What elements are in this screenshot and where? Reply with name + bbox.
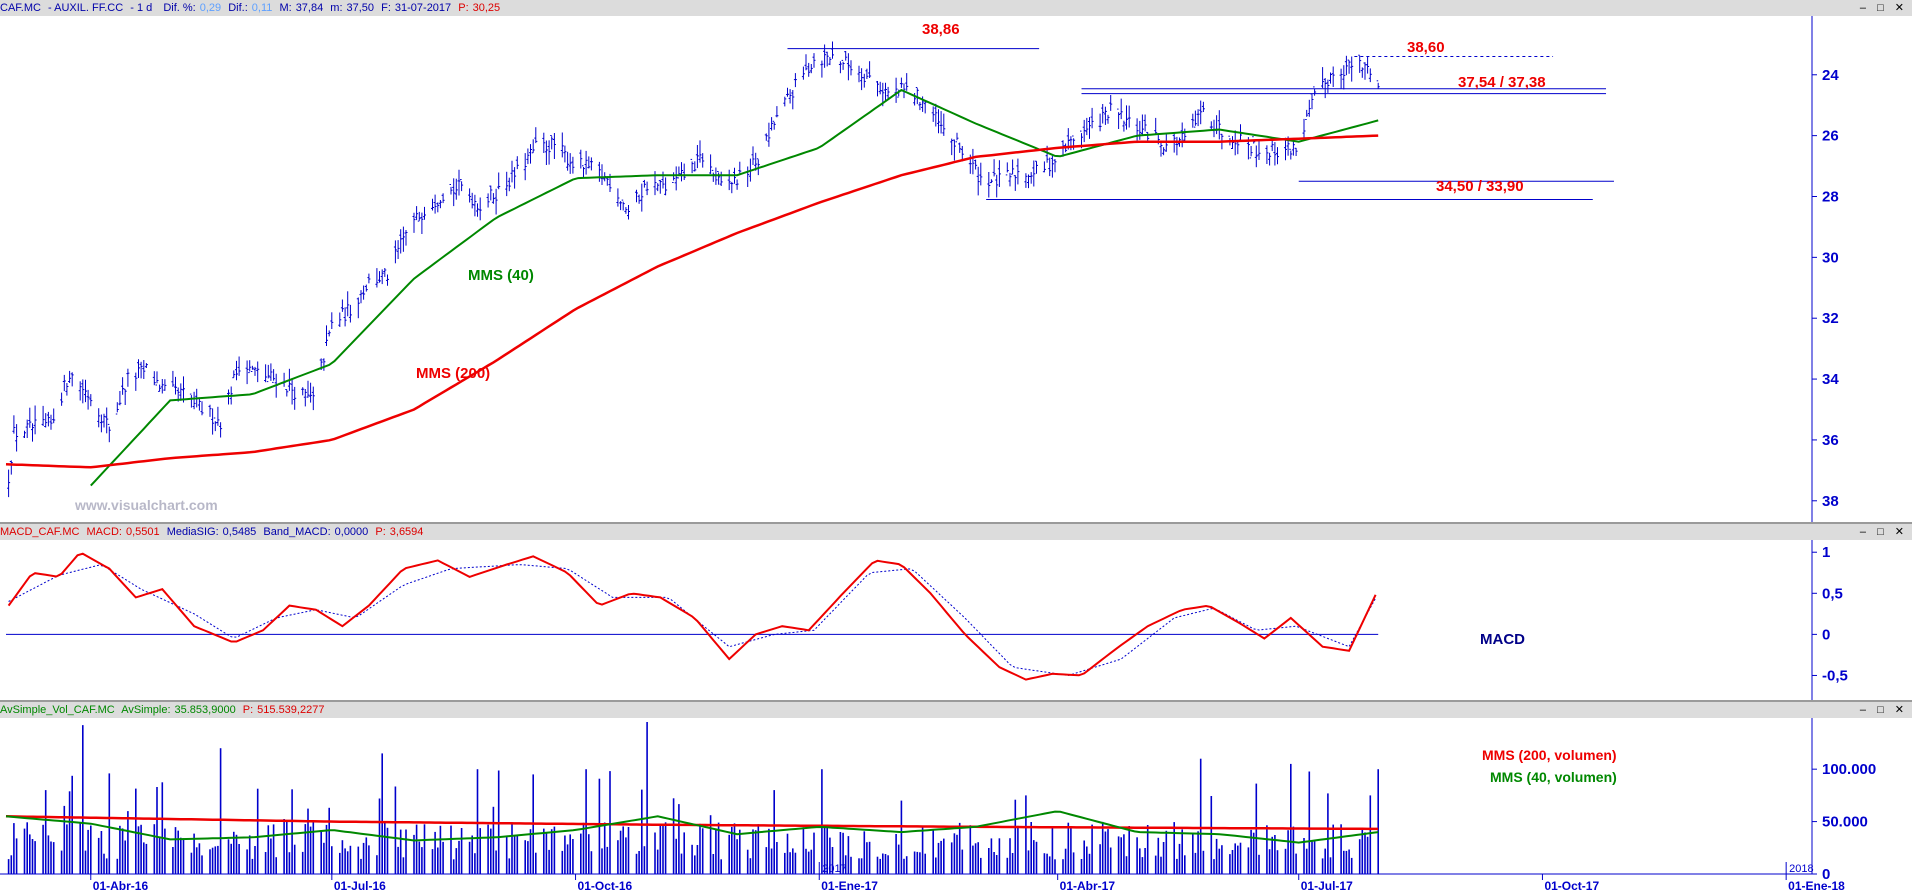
x-tick-label: 01-Abr-16: [93, 879, 149, 892]
price-chart[interactable]: 38 36 34 32 30 28 26 24 www.visualchart.com MMS…: [0, 16, 1912, 522]
band-value: 0,0000: [334, 526, 369, 538]
price-y-tick-label: 26: [1822, 128, 1839, 145]
low-label: m:: [330, 2, 343, 14]
dif-label: Dif.:: [228, 2, 248, 14]
mms40-volume-line: [5, 810, 1379, 844]
macd-y-tick-label: 1: [1822, 544, 1830, 561]
band-label: Band_MACD:: [263, 526, 331, 538]
sig-value: 0,5485: [222, 526, 257, 538]
volume-name: AvSimple_Vol_CAF.MC: [0, 704, 115, 716]
macd-window-controls: ‒ □ ✕: [1856, 524, 1908, 540]
dif-pct-value: 0,29: [199, 2, 222, 14]
volume-panel: AvSimple_Vol_CAF.MC AvSimple: 35.853,9000…: [0, 702, 1912, 892]
volume-chart[interactable]: 0 50.000 100.000 01-Abr-16 01-Jul-16 01-Oct-…: [0, 718, 1912, 892]
year-marker-label: 2018: [1789, 863, 1813, 875]
sig-label: MediaSIG:: [166, 526, 219, 538]
mms200-line: [5, 134, 1379, 469]
support-label: 34,50 / 33,90: [1436, 178, 1524, 195]
recent-high-label: 38,60: [1407, 39, 1445, 56]
macd-name: MACD_CAF.MC: [0, 526, 80, 538]
symbol-name: AUXIL. FF.CC: [54, 2, 124, 14]
x-tick-label: 01-Jul-16: [334, 879, 386, 892]
panel-separator[interactable]: [0, 522, 1912, 524]
x-tick-label: 01-Oct-16: [578, 879, 633, 892]
dif-pct-label: Dif. %:: [163, 2, 196, 14]
price-label: P:: [458, 2, 469, 14]
high-level-label: 38,86: [922, 21, 960, 38]
minimize-icon[interactable]: ‒: [1859, 2, 1866, 14]
macd-panel-header: MACD_CAF.MC MACD: 0,5501 MediaSIG: 0,5485 …: [0, 524, 1912, 540]
date-value: 31-07-2017: [394, 2, 452, 14]
date-label: F:: [381, 2, 391, 14]
vol-p-value: 515.539,2277: [257, 704, 325, 716]
price-y-tick-label: 24: [1822, 67, 1839, 84]
x-tick-label: 01-Abr-17: [1060, 879, 1116, 892]
maximize-icon[interactable]: □: [1877, 704, 1884, 716]
mms40-label: MMS (40): [468, 267, 534, 284]
volume-y-tick-label: 100.000: [1822, 761, 1876, 778]
panel-separator[interactable]: [0, 700, 1912, 702]
dif-value: 0,11: [251, 2, 273, 14]
price-y-tick-label: 38: [1822, 493, 1839, 510]
watermark: www.visualchart.com: [74, 497, 218, 513]
volume-panel-header: AvSimple_Vol_CAF.MC AvSimple: 35.853,9000…: [0, 702, 1912, 718]
year-marker-label: 2017: [822, 863, 846, 875]
macd-chart[interactable]: 1 0,5 0 -0,5 MACD: [0, 540, 1912, 700]
low-value: 37,50: [346, 2, 375, 14]
minimize-icon[interactable]: ‒: [1859, 526, 1866, 538]
price-panel: CAF.MC - AUXIL. FF.CC - 1 d Dif. %: 0,29 …: [0, 0, 1912, 522]
close-icon[interactable]: ✕: [1894, 526, 1904, 538]
mms40-line: [90, 88, 1379, 487]
price-value: 30,25: [472, 2, 501, 14]
volume-window-controls: ‒ □ ✕: [1856, 702, 1908, 718]
mms40v-label: MMS (40, volumen): [1490, 769, 1617, 785]
close-icon[interactable]: ✕: [1894, 2, 1904, 14]
high-value: 37,84: [295, 2, 324, 14]
symbol: CAF.MC: [0, 2, 41, 14]
macd-y-tick-label: 0: [1822, 626, 1830, 643]
macd-panel-label: MACD: [1480, 631, 1525, 648]
mms200v-label: MMS (200, volumen): [1482, 747, 1617, 763]
macd-panel: MACD_CAF.MC MACD: 0,5501 MediaSIG: 0,5485 …: [0, 524, 1912, 700]
macd-y-tick-label: 0,5: [1822, 585, 1843, 602]
vol-p-label: P:: [242, 704, 254, 716]
resistance-label: 37,54 / 37,38: [1458, 74, 1546, 91]
price-y-tick-label: 28: [1822, 188, 1839, 205]
macd-p-label: P:: [375, 526, 386, 538]
volume-y-tick-label: 0: [1822, 866, 1830, 883]
price-panel-header: CAF.MC - AUXIL. FF.CC - 1 d Dif. %: 0,29 …: [0, 0, 1912, 16]
avs-label: AvSimple:: [121, 704, 171, 716]
price-y-tick-label: 32: [1822, 310, 1839, 327]
period: 1 d: [136, 2, 153, 14]
x-tick-label: 01-Jul-17: [1301, 879, 1353, 892]
price-y-tick-label: 30: [1822, 249, 1839, 266]
avs-value: 35.853,9000: [174, 704, 236, 716]
high-label: M:: [279, 2, 292, 14]
x-tick-label: 01-Oct-17: [1544, 879, 1599, 892]
price-y-tick-label: 34: [1822, 371, 1839, 388]
mms200-volume-line: [5, 815, 1379, 831]
maximize-icon[interactable]: □: [1877, 2, 1884, 14]
signal-line: [8, 564, 1377, 677]
macd-line: [7, 552, 1377, 681]
minimize-icon[interactable]: ‒: [1859, 704, 1866, 716]
maximize-icon[interactable]: □: [1877, 526, 1884, 538]
x-tick-label: 01-Ene-17: [821, 879, 878, 892]
close-icon[interactable]: ✕: [1894, 704, 1904, 716]
macd-y-tick-label: -0,5: [1822, 667, 1848, 684]
mms200-label: MMS (200): [416, 365, 490, 382]
macd-p-value: 3,6594: [389, 526, 424, 538]
macd-label: MACD:: [86, 526, 122, 538]
price-window-controls: ‒ □ ✕: [1856, 0, 1908, 16]
price-y-tick-label: 36: [1822, 432, 1839, 449]
volume-y-tick-label: 50.000: [1822, 814, 1868, 831]
x-tick-label: 01-Ene-18: [1788, 879, 1845, 892]
macd-value: 0,5501: [125, 526, 160, 538]
